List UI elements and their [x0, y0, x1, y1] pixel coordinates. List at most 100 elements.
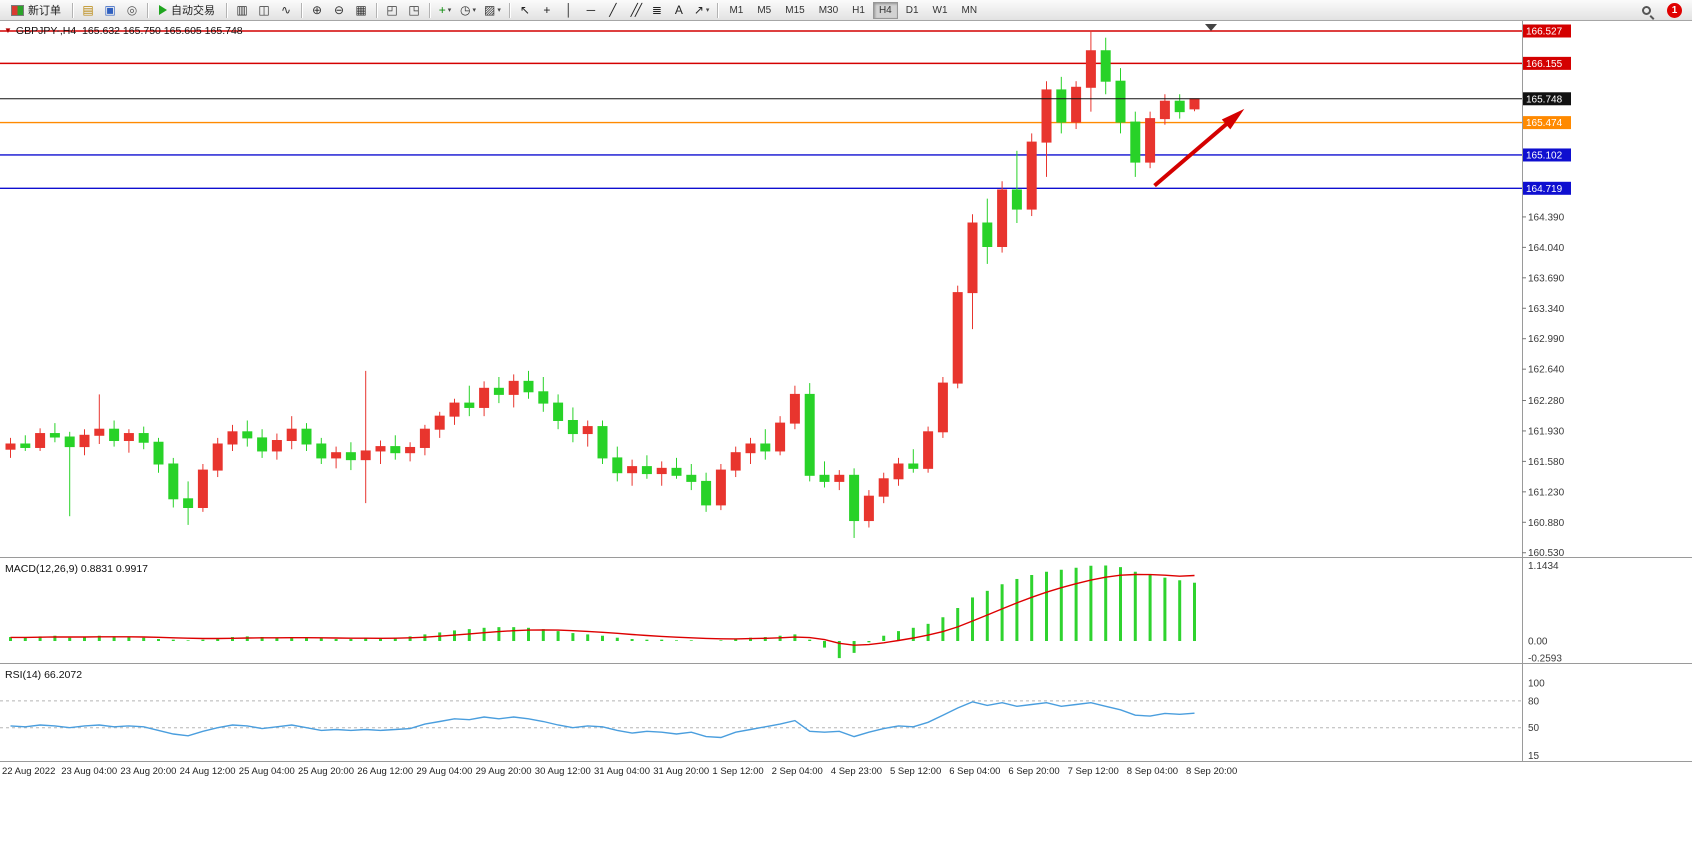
svg-text:25 Aug 04:00: 25 Aug 04:00	[239, 766, 295, 777]
arrange-windows-button[interactable]: ◰	[381, 1, 403, 19]
svg-text:5 Sep 12:00: 5 Sep 12:00	[890, 766, 941, 777]
crosshair-button[interactable]: +	[536, 1, 558, 19]
notification-badge[interactable]: 1	[1667, 2, 1682, 18]
svg-text:164.040: 164.040	[1528, 243, 1565, 254]
timeframe-m30-button[interactable]: M30	[813, 2, 844, 19]
svg-text:31 Aug 04:00: 31 Aug 04:00	[594, 766, 650, 777]
chart-shift-marker-icon[interactable]	[1205, 24, 1217, 31]
svg-text:15: 15	[1528, 751, 1540, 762]
templates-icon: ▨	[484, 3, 496, 17]
rsi-readout: RSI(14) 66.2072	[5, 669, 83, 681]
fibonacci-icon: ≣	[651, 3, 662, 17]
svg-text:6 Sep 20:00: 6 Sep 20:00	[1008, 766, 1059, 777]
toolbar-separator	[226, 2, 227, 18]
horizontal-level-lines[interactable]	[0, 30, 1522, 189]
zoom-in-button[interactable]: ⊕	[306, 1, 328, 19]
line-chart-icon: ∿	[280, 3, 292, 17]
chart-menu-icon[interactable]: ▼	[4, 26, 12, 35]
svg-text:24 Aug 12:00: 24 Aug 12:00	[180, 766, 236, 777]
timeframe-m15-button[interactable]: M15	[779, 2, 810, 19]
svg-text:162.280: 162.280	[1528, 396, 1565, 407]
zoom-in-icon: ⊕	[311, 3, 323, 17]
time-axis[interactable]: 22 Aug 2022 23 Aug 04:00 23 Aug 20:00 24 Au…	[2, 766, 1237, 777]
svg-text:6 Sep 04:00: 6 Sep 04:00	[949, 766, 1000, 777]
svg-text:166.155: 166.155	[1526, 59, 1563, 70]
trendline-button[interactable]: ╱	[602, 1, 624, 19]
autotrading-icon	[159, 5, 167, 15]
toolbar-separator	[508, 2, 510, 18]
svg-text:4 Sep 23:00: 4 Sep 23:00	[831, 766, 882, 777]
svg-text:165.748: 165.748	[1526, 94, 1563, 105]
equidistant-channel-icon: ╱╱	[630, 3, 643, 17]
svg-text:29 Aug 20:00: 29 Aug 20:00	[476, 766, 532, 777]
search-icon	[1641, 5, 1651, 15]
bar-chart-button[interactable]: ▥	[231, 1, 253, 19]
toolbar-separator	[429, 2, 430, 18]
horizontal-line-button[interactable]: ─	[580, 1, 602, 19]
periods-button[interactable]: ◷ ▾	[456, 1, 480, 19]
charts-button[interactable]: ▤	[77, 1, 99, 19]
svg-text:164.390: 164.390	[1528, 212, 1565, 223]
timeframe-h4-button[interactable]: H4	[872, 1, 898, 19]
svg-text:8 Sep 04:00: 8 Sep 04:00	[1127, 766, 1178, 777]
tile-windows-icon: ▦	[355, 3, 367, 17]
cursor-button[interactable]: ↖	[514, 1, 536, 19]
toolbar-separator	[72, 2, 73, 18]
text-button[interactable]: A	[668, 1, 690, 19]
macd-signal-line	[10, 573, 1195, 646]
refresh-button[interactable]: ◎	[121, 1, 143, 19]
svg-text:30 Aug 12:00: 30 Aug 12:00	[535, 766, 591, 777]
zoom-out-icon: ⊖	[333, 3, 345, 17]
svg-text:160.530: 160.530	[1528, 548, 1565, 559]
svg-text:161.230: 161.230	[1528, 487, 1565, 498]
svg-text:29 Aug 04:00: 29 Aug 04:00	[416, 766, 472, 777]
new-order-icon	[11, 4, 24, 16]
svg-text:161.930: 161.930	[1528, 426, 1565, 437]
charts-icon: ▤	[82, 3, 94, 17]
cascade-windows-button[interactable]: ◳	[403, 1, 425, 19]
horizontal-line-icon: ─	[586, 3, 596, 17]
autotrading-button[interactable]: 自动交易	[152, 1, 222, 19]
candlestick-chart-button[interactable]: ◫	[253, 1, 275, 19]
timeframe-m1-button[interactable]: M1	[723, 2, 749, 19]
svg-text:162.990: 162.990	[1528, 334, 1565, 345]
trend-arrow-annotation[interactable]	[1153, 114, 1238, 188]
arrows-button[interactable]: ↗ ▾	[690, 1, 714, 19]
svg-text:23 Aug 04:00: 23 Aug 04:00	[61, 766, 117, 777]
price-axis[interactable]: 164.390 164.040 163.690 163.340 162.990 162.6…	[1522, 24, 1571, 763]
timeframe-d1-button[interactable]: D1	[900, 2, 925, 19]
svg-text:0.00: 0.00	[1528, 637, 1548, 648]
main-toolbar: 新订单 ▤ ▣ ◎ 自动交易 ▥ ◫ ∿ ⊕ ⊖ ▦ ◰ ◳ + ▾ ◷ ▾ ▨ ▾ ↖ + │ ─ ╱ ╱╱ ≣ A ↗ ▾ M1 M5…	[0, 0, 1692, 21]
profiles-button[interactable]: ▣	[99, 1, 121, 19]
timeframe-m5-button[interactable]: M5	[751, 2, 777, 19]
price-chart-canvas[interactable]: 164.390 164.040 163.690 163.340 162.990 162.6…	[0, 21, 1692, 846]
indicators-button[interactable]: + ▾	[434, 1, 456, 19]
new-order-button[interactable]: 新订单	[4, 1, 68, 19]
toolbar-button-groups: 新订单 ▤ ▣ ◎ 自动交易 ▥ ◫ ∿ ⊕ ⊖ ▦ ◰ ◳ + ▾ ◷ ▾ ▨ ▾ ↖ + │ ─ ╱ ╱╱ ≣ A ↗ ▾	[4, 1, 713, 19]
panel-separators	[0, 21, 1692, 762]
new-order-label: 新订单	[28, 5, 61, 17]
vertical-line-button[interactable]: │	[558, 1, 580, 19]
search-button[interactable]	[1635, 1, 1657, 19]
svg-text:7 Sep 12:00: 7 Sep 12:00	[1068, 766, 1119, 777]
macd-readout: MACD(12,26,9) 0.8831 0.9917	[5, 563, 149, 575]
svg-text:25 Aug 20:00: 25 Aug 20:00	[298, 766, 354, 777]
timeframe-w1-button[interactable]: W1	[927, 2, 954, 19]
toolbar-separator	[717, 2, 719, 18]
fibonacci-button[interactable]: ≣	[646, 1, 668, 19]
refresh-icon: ◎	[126, 3, 138, 17]
chart-window[interactable]: 164.390 164.040 163.690 163.340 162.990 162.6…	[0, 21, 1692, 846]
dropdown-caret-icon: ▾	[705, 6, 710, 14]
periods-icon: ◷	[460, 3, 471, 17]
tile-windows-button[interactable]: ▦	[350, 1, 372, 19]
templates-button[interactable]: ▨ ▾	[480, 1, 505, 19]
line-chart-button[interactable]: ∿	[275, 1, 297, 19]
svg-text:-0.2593: -0.2593	[1528, 654, 1562, 665]
timeframe-h1-button[interactable]: H1	[846, 2, 871, 19]
equidistant-channel-button[interactable]: ╱╱	[624, 1, 646, 19]
svg-text:100: 100	[1528, 679, 1545, 690]
dropdown-caret-icon: ▾	[497, 6, 501, 14]
timeframe-mn-button[interactable]: MN	[956, 2, 984, 19]
toolbar-separator	[147, 2, 148, 18]
zoom-out-button[interactable]: ⊖	[328, 1, 350, 19]
